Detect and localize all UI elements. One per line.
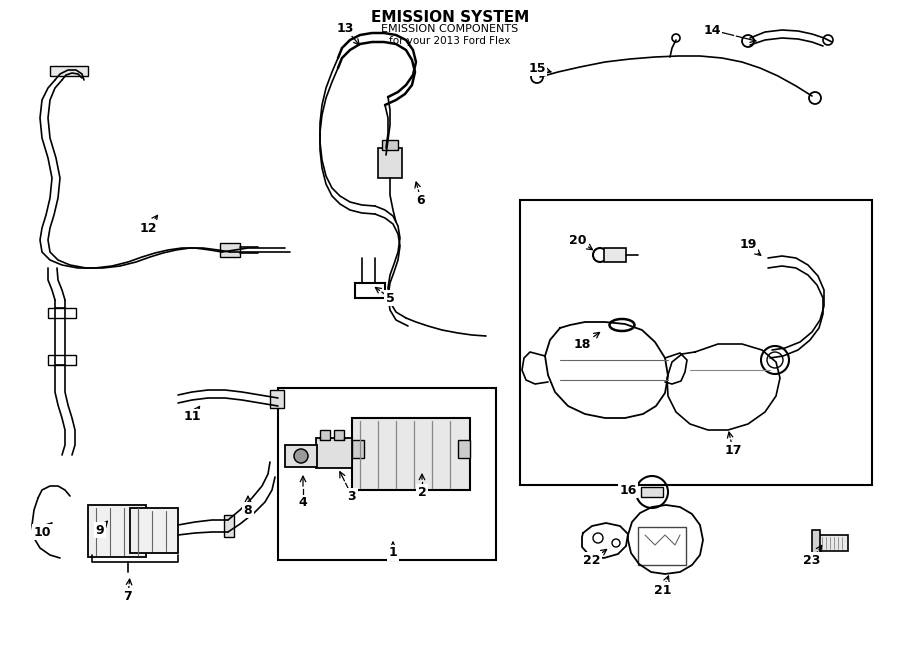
Text: 19: 19 [739,239,757,251]
Text: 5: 5 [385,292,394,305]
Bar [224,515,234,537]
Bar [278,388,496,560]
Text: 13: 13 [337,22,354,34]
Text: 23: 23 [804,553,821,566]
Text: 20: 20 [569,233,587,247]
Text: 15: 15 [528,61,545,75]
Text: 1: 1 [389,547,398,559]
Bar [334,430,344,440]
Bar [812,530,820,556]
Text: 3: 3 [347,490,356,502]
Text: EMISSION SYSTEM: EMISSION SYSTEM [371,10,529,25]
Bar [641,487,663,497]
Bar [816,535,848,551]
Bar [638,527,686,565]
Bar [458,440,470,458]
Bar [520,200,872,485]
Text: 2: 2 [418,485,427,498]
Text: 4: 4 [299,496,308,510]
Text: 12: 12 [140,221,157,235]
Text: 21: 21 [654,584,671,596]
Bar [604,248,626,262]
Text: 7: 7 [123,590,132,602]
Bar [270,390,284,408]
Text: 14: 14 [703,24,721,36]
Bar [320,430,330,440]
Text: 10: 10 [33,525,50,539]
Bar [352,418,470,490]
Text: 17: 17 [724,444,742,457]
Text: for your 2013 Ford Flex: for your 2013 Ford Flex [390,36,510,46]
Circle shape [294,449,308,463]
Bar [316,438,352,468]
Text: 8: 8 [244,504,252,516]
Bar [378,148,402,178]
Bar [130,508,178,553]
Bar [88,505,146,557]
Bar [285,445,317,467]
Bar [352,440,364,458]
Bar [48,308,76,318]
Bar [50,66,88,76]
Text: 18: 18 [573,338,590,352]
Text: 6: 6 [417,194,426,206]
Text: EMISSION COMPONENTS: EMISSION COMPONENTS [382,24,518,34]
Text: 16: 16 [619,483,636,496]
Text: 9: 9 [95,524,104,537]
Bar [220,243,240,257]
Text: 11: 11 [184,410,201,424]
Bar [382,140,398,150]
Bar [48,355,76,365]
Text: 22: 22 [583,553,601,566]
